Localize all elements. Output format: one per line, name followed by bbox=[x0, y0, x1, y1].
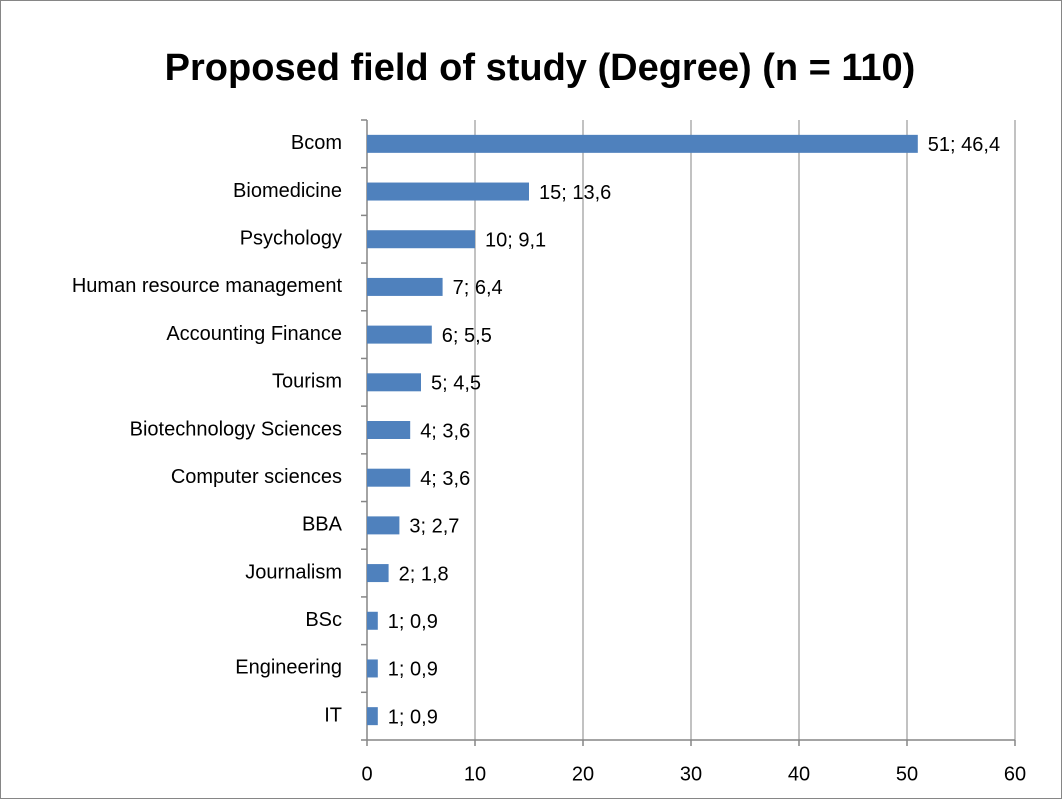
y-tick-label: Tourism bbox=[272, 371, 342, 393]
data-label: 15; 13,6 bbox=[539, 182, 611, 204]
y-tick-label: Bcom bbox=[291, 132, 342, 154]
x-tick-label: 50 bbox=[896, 763, 918, 785]
data-label: 2; 1,8 bbox=[399, 563, 449, 585]
y-tick-label: BSc bbox=[305, 609, 342, 631]
y-tick-label: Accounting Finance bbox=[166, 323, 342, 345]
data-label: 6; 5,5 bbox=[442, 325, 492, 347]
chart-title: Proposed field of study (Degree) (n = 11… bbox=[165, 47, 916, 89]
bar bbox=[367, 325, 432, 344]
bar bbox=[367, 134, 918, 153]
data-label: 10; 9,1 bbox=[485, 230, 546, 252]
bar bbox=[367, 421, 411, 439]
bar bbox=[367, 516, 400, 535]
data-label: 4; 3,6 bbox=[420, 468, 470, 490]
y-tick-label: Biomedicine bbox=[233, 180, 342, 202]
bar bbox=[367, 659, 378, 678]
y-tick-label: BBA bbox=[302, 514, 343, 536]
data-label: 1; 0,9 bbox=[388, 611, 438, 633]
y-tick-label: Journalism bbox=[245, 561, 342, 583]
y-tick-label: Engineering bbox=[235, 657, 342, 679]
data-label: 3; 2,7 bbox=[409, 516, 459, 538]
bar bbox=[367, 611, 378, 630]
data-label: 1; 0,9 bbox=[388, 659, 438, 681]
data-label: 5; 4,5 bbox=[431, 373, 481, 395]
bar bbox=[367, 182, 529, 201]
data-label: 51; 46,4 bbox=[928, 134, 1000, 156]
x-tick-label: 40 bbox=[788, 763, 810, 785]
y-tick-label: Computer sciences bbox=[171, 466, 342, 488]
bar bbox=[367, 230, 475, 249]
y-tick-label: Biotechnology Sciences bbox=[130, 418, 342, 440]
x-tick-label: 10 bbox=[464, 763, 486, 785]
x-tick-label: 20 bbox=[572, 763, 594, 785]
bar bbox=[367, 468, 411, 487]
data-label: 4; 3,6 bbox=[420, 420, 470, 442]
y-tick-label: Human resource management bbox=[72, 275, 343, 297]
data-label: 1; 0,9 bbox=[388, 706, 438, 728]
bar bbox=[367, 564, 389, 583]
x-tick-label: 30 bbox=[680, 763, 702, 785]
y-tick-label: IT bbox=[324, 704, 342, 726]
bar bbox=[367, 707, 378, 726]
x-tick-label: 60 bbox=[1004, 763, 1026, 785]
x-tick-label: 0 bbox=[361, 763, 372, 785]
bar bbox=[367, 373, 421, 392]
bar bbox=[367, 277, 443, 296]
data-label: 7; 6,4 bbox=[453, 277, 503, 299]
y-tick-label: Psychology bbox=[240, 228, 342, 250]
